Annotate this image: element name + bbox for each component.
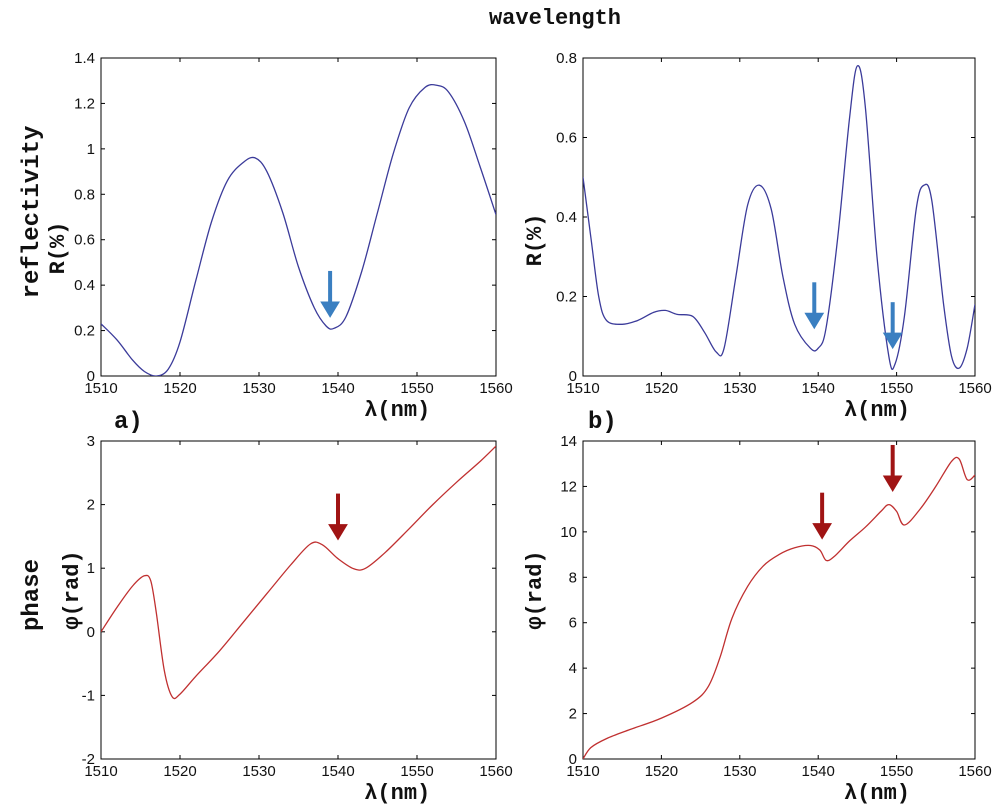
x-tick-label: 1510 <box>84 763 117 780</box>
y-tick-label: 0.8 <box>556 50 577 67</box>
series-line-1 <box>101 83 496 376</box>
y-tick-label: 1.2 <box>74 95 95 112</box>
y-tick-label: 0 <box>569 368 577 385</box>
series-line-1 <box>101 445 496 700</box>
y-tick-label: 1.4 <box>74 50 95 67</box>
y-tick-label: 0 <box>569 751 577 768</box>
y-tick-label: 0 <box>87 624 95 641</box>
x-tick-label: 1510 <box>84 380 117 397</box>
y-tick-label: 0.2 <box>74 323 95 340</box>
y-tick-label: 2 <box>87 497 95 514</box>
y-tick-label: 2 <box>569 706 577 723</box>
arrow-head <box>320 301 340 318</box>
y-tick-label: 0.8 <box>74 186 95 203</box>
x-tick-label: 1540 <box>802 380 835 397</box>
y-tick-label: 8 <box>569 569 577 586</box>
y-tick-label: 0.6 <box>556 130 577 147</box>
y-tick-label: 0.2 <box>556 289 577 306</box>
x-tick-label: 1560 <box>479 763 512 780</box>
marker-arrow <box>320 270 340 318</box>
chart-panel-3: 1510 1520 1530 1540 1550 1560 -2 -1 0 1 2 3 λ(nm) φ(r… <box>60 433 513 806</box>
y-tick-label: 1 <box>87 141 95 158</box>
plot-frame <box>100 440 497 760</box>
x-axis-label: λ(nm) <box>844 398 910 423</box>
arrow-head <box>882 475 903 492</box>
x-tick-label: 1540 <box>321 380 354 397</box>
y-tick-label: 10 <box>560 524 577 541</box>
plot-frame <box>582 440 976 760</box>
y-tick-label: 0.4 <box>74 277 95 294</box>
x-tick-label: 1530 <box>723 763 756 780</box>
x-tick-label: 1560 <box>958 763 991 780</box>
x-tick-label: 1520 <box>645 763 678 780</box>
y-tick-label: 0.6 <box>74 232 95 249</box>
x-tick-label: 1550 <box>880 763 913 780</box>
y-tick-label: 14 <box>560 433 577 450</box>
y-tick-label: 4 <box>569 660 577 677</box>
row-label-reflectivity: reflectivity <box>19 126 46 299</box>
series-line-1 <box>583 456 975 759</box>
chart-panel-2: 1510 1520 1530 1540 1550 1560 0 0.2 0.4 0.6 0.8 λ(n… <box>523 50 992 436</box>
x-tick-label: 1510 <box>566 380 599 397</box>
arrow-head <box>804 312 825 330</box>
arrow-head <box>812 523 833 540</box>
marker-arrow <box>804 282 825 330</box>
row-label-phase: phase <box>19 559 46 631</box>
x-axis-label: λ(nm) <box>364 781 430 806</box>
x-tick-label: 1550 <box>400 380 433 397</box>
chart-panel-1: 1510 1520 1530 1540 1550 1560 0 0.2 0.4 0.6 0.8 1 1.… <box>46 50 513 436</box>
plot-frame <box>100 57 497 377</box>
x-axis-label: λ(nm) <box>844 781 910 806</box>
y-tick-label: 3 <box>87 433 95 450</box>
y-axis-label: R(%) <box>523 214 548 267</box>
x-tick-label: 1560 <box>958 380 991 397</box>
x-tick-label: 1560 <box>479 380 512 397</box>
arrow-head <box>882 332 903 350</box>
x-tick-label: 1550 <box>880 380 913 397</box>
x-tick-label: 1540 <box>802 763 835 780</box>
figure-top-label: wavelength <box>489 6 621 31</box>
y-tick-label: -2 <box>82 751 95 768</box>
panel-label: a) <box>114 409 143 436</box>
x-tick-label: 1530 <box>242 763 275 780</box>
x-tick-label: 1520 <box>645 380 678 397</box>
y-axis-label: φ(rad) <box>60 550 85 629</box>
arrow-head <box>328 524 348 541</box>
y-tick-label: 6 <box>569 615 577 632</box>
y-tick-label: 0 <box>87 368 95 385</box>
x-tick-label: 1520 <box>163 380 196 397</box>
marker-arrow <box>882 444 903 492</box>
x-tick-label: 1540 <box>321 763 354 780</box>
chart-panel-4: 1510 1520 1530 1540 1550 1560 0 2 4 6 8 10 12 14 λ(nm)… <box>523 433 992 806</box>
x-tick-label: 1530 <box>723 380 756 397</box>
plot-frame <box>582 57 976 377</box>
x-axis-label: λ(nm) <box>364 398 430 423</box>
y-tick-label: 12 <box>560 478 577 495</box>
x-tick-label: 1510 <box>566 763 599 780</box>
y-axis-label: φ(rad) <box>523 550 548 629</box>
marker-arrow <box>812 492 833 540</box>
x-tick-label: 1520 <box>163 763 196 780</box>
x-tick-label: 1550 <box>400 763 433 780</box>
x-tick-label: 1530 <box>242 380 275 397</box>
marker-arrow <box>882 302 903 350</box>
panel-label: b) <box>588 409 617 436</box>
y-tick-label: -1 <box>82 687 95 704</box>
y-tick-label: 0.4 <box>556 209 577 226</box>
series-line-1 <box>583 65 975 370</box>
y-axis-label: R(%) <box>46 222 71 275</box>
marker-arrow <box>328 493 348 541</box>
y-tick-label: 1 <box>87 560 95 577</box>
